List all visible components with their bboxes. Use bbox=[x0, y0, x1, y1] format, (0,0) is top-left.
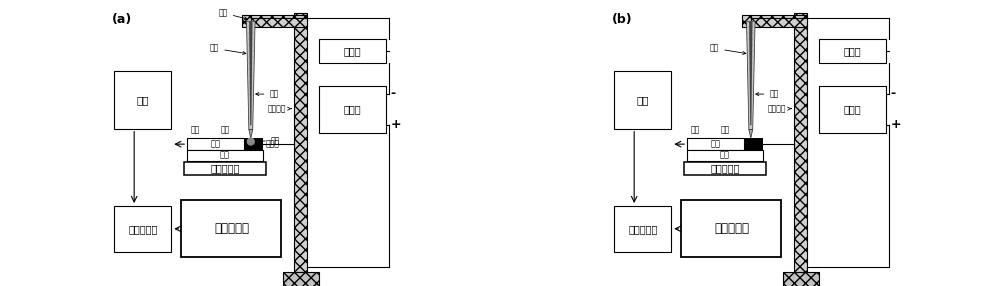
Text: 电控位移台: 电控位移台 bbox=[714, 222, 749, 235]
Polygon shape bbox=[746, 21, 755, 130]
Bar bbox=[614, 72, 671, 129]
Text: 位移控制器: 位移控制器 bbox=[628, 224, 657, 234]
Text: +: + bbox=[890, 118, 901, 132]
Text: (a): (a) bbox=[112, 13, 132, 26]
Text: 镜筒: 镜筒 bbox=[211, 140, 221, 149]
Text: 溶液: 溶液 bbox=[710, 44, 746, 54]
Text: 导线: 导线 bbox=[219, 8, 247, 20]
Bar bbox=[114, 72, 171, 129]
Text: 手动调节台: 手动调节台 bbox=[710, 164, 740, 173]
Text: 液滴: 液滴 bbox=[258, 136, 280, 145]
Bar bbox=[819, 39, 886, 63]
Text: 微管: 微管 bbox=[256, 90, 279, 99]
Bar bbox=[244, 138, 263, 150]
Bar bbox=[187, 138, 244, 150]
Bar bbox=[184, 162, 266, 175]
Text: 镜筒: 镜筒 bbox=[711, 140, 721, 149]
Polygon shape bbox=[749, 21, 753, 125]
Text: +: + bbox=[390, 118, 401, 132]
Bar bbox=[819, 86, 886, 133]
Text: 物镜: 物镜 bbox=[221, 126, 230, 135]
Text: 衬底: 衬底 bbox=[720, 151, 730, 160]
Text: 目镜: 目镜 bbox=[190, 126, 200, 135]
Bar bbox=[294, 13, 307, 272]
Text: 衬底: 衬底 bbox=[220, 151, 230, 160]
Text: -: - bbox=[890, 87, 895, 100]
Bar bbox=[687, 138, 744, 150]
Bar bbox=[684, 162, 766, 175]
Text: 电流表: 电流表 bbox=[343, 46, 361, 56]
Bar bbox=[181, 200, 281, 257]
Bar bbox=[794, 13, 807, 272]
Text: 电流表: 电流表 bbox=[843, 46, 861, 56]
Text: 电脑: 电脑 bbox=[637, 95, 649, 105]
Bar bbox=[242, 15, 307, 27]
Polygon shape bbox=[249, 21, 253, 125]
Polygon shape bbox=[749, 130, 753, 138]
Text: 溶液: 溶液 bbox=[210, 44, 246, 54]
Text: 位移控制器: 位移控制器 bbox=[128, 224, 157, 234]
Bar bbox=[319, 39, 386, 63]
Bar bbox=[614, 206, 671, 252]
Text: 手动调节台: 手动调节台 bbox=[210, 164, 240, 173]
Text: -: - bbox=[390, 87, 395, 100]
Text: 物镜: 物镜 bbox=[721, 126, 730, 135]
Text: 电压源: 电压源 bbox=[843, 104, 861, 114]
Polygon shape bbox=[246, 21, 255, 130]
Polygon shape bbox=[249, 130, 253, 138]
Bar bbox=[319, 86, 386, 133]
Text: 固定支架: 固定支架 bbox=[767, 104, 791, 113]
Text: 固定支架: 固定支架 bbox=[267, 104, 291, 113]
Bar bbox=[742, 15, 807, 27]
Bar bbox=[744, 138, 763, 150]
Text: 电压源: 电压源 bbox=[343, 104, 361, 114]
Text: 金属层: 金属层 bbox=[265, 140, 279, 149]
Text: (b): (b) bbox=[612, 13, 633, 26]
Text: 目镜: 目镜 bbox=[690, 126, 700, 135]
Bar bbox=[114, 206, 171, 252]
Bar bbox=[681, 200, 781, 257]
Circle shape bbox=[247, 138, 254, 145]
Bar bbox=[283, 272, 319, 286]
Bar bbox=[783, 272, 819, 286]
Text: 电控位移台: 电控位移台 bbox=[214, 222, 249, 235]
Text: 电脑: 电脑 bbox=[136, 95, 149, 105]
Bar bbox=[187, 150, 263, 161]
Text: 微管: 微管 bbox=[756, 90, 779, 99]
Bar bbox=[687, 150, 763, 161]
